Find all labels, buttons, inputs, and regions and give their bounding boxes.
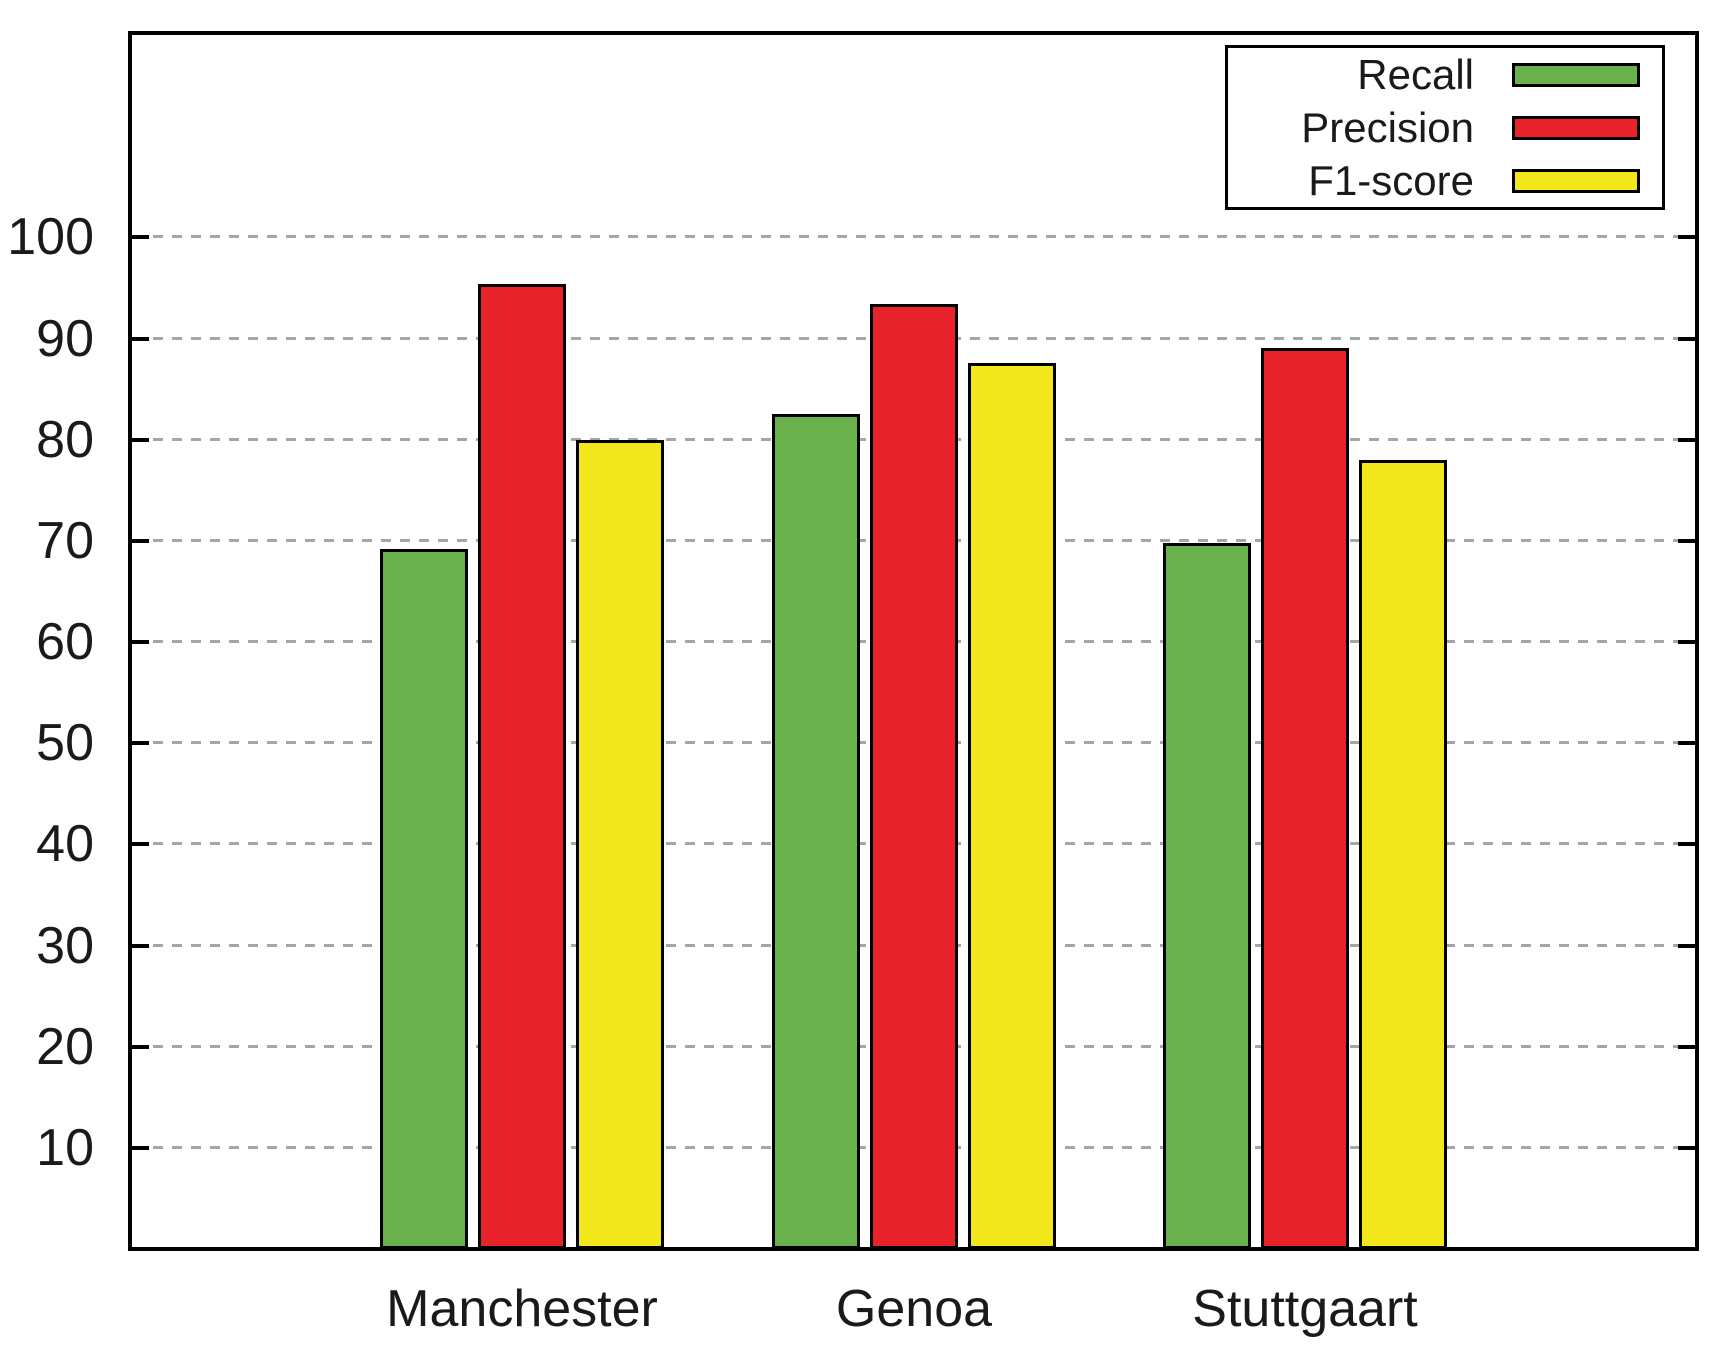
y-tick-mark-right <box>1678 539 1695 543</box>
bar-f1-score-manchester <box>576 440 664 1249</box>
legend-label: Recall <box>1357 50 1474 98</box>
y-tick-mark-left <box>132 1045 149 1049</box>
x-axis-category-label: Manchester <box>386 1280 658 1338</box>
y-tick-mark-left <box>132 640 149 644</box>
y-tick-mark-right <box>1678 944 1695 948</box>
bar-precision-stuttgaart <box>1261 348 1349 1249</box>
legend: Recall Precision F1-score <box>1225 45 1665 210</box>
y-tick-mark-right <box>1678 842 1695 846</box>
legend-entry: Precision <box>1228 101 1662 154</box>
bar-f1-score-genoa <box>968 363 1056 1249</box>
y-tick-mark-right <box>1678 1146 1695 1150</box>
y-axis-tick-label: 30 <box>36 917 94 975</box>
legend-entry: Recall <box>1228 48 1662 101</box>
y-tick-mark-left <box>132 741 149 745</box>
y-tick-mark-left <box>132 944 149 948</box>
y-tick-mark-right <box>1678 1045 1695 1049</box>
y-tick-mark-left <box>132 842 149 846</box>
y-axis-tick-label: 90 <box>36 310 94 368</box>
y-axis-tick-label: 20 <box>36 1018 94 1076</box>
legend-label: F1-score <box>1308 156 1474 204</box>
legend-swatch-recall <box>1512 62 1640 87</box>
y-axis-tick-label: 100 <box>7 208 94 266</box>
y-axis-tick-label: 70 <box>36 512 94 570</box>
bar-recall-stuttgaart <box>1163 543 1251 1249</box>
y-tick-mark-left <box>132 337 149 341</box>
bar-precision-genoa <box>870 304 958 1249</box>
legend-swatch-precision <box>1512 115 1640 140</box>
x-axis-category-label: Genoa <box>835 1280 993 1338</box>
y-tick-mark-right <box>1678 235 1695 239</box>
y-axis-tick-label: 40 <box>36 815 94 873</box>
y-tick-mark-left <box>132 1146 149 1150</box>
x-axis-category-label: Stuttgaart <box>1192 1280 1418 1338</box>
y-tick-mark-right <box>1678 438 1695 442</box>
legend-label: Precision <box>1301 103 1474 151</box>
y-axis-tick-label: 10 <box>36 1119 94 1177</box>
legend-entry: F1-score <box>1228 154 1662 207</box>
y-tick-mark-left <box>132 539 149 543</box>
bar-recall-genoa <box>772 414 860 1249</box>
y-axis-tick-label: 60 <box>36 613 94 671</box>
bar-precision-manchester <box>478 284 566 1249</box>
y-tick-mark-right <box>1678 337 1695 341</box>
y-gridline <box>134 235 1693 238</box>
y-axis-tick-label: 50 <box>36 714 94 772</box>
y-tick-mark-left <box>132 235 149 239</box>
y-tick-mark-right <box>1678 640 1695 644</box>
y-tick-mark-left <box>132 438 149 442</box>
legend-swatch-f1-score <box>1512 168 1640 193</box>
y-tick-mark-right <box>1678 741 1695 745</box>
bar-recall-manchester <box>380 549 468 1249</box>
bar-f1-score-stuttgaart <box>1359 460 1447 1249</box>
y-axis-tick-label: 80 <box>36 411 94 469</box>
